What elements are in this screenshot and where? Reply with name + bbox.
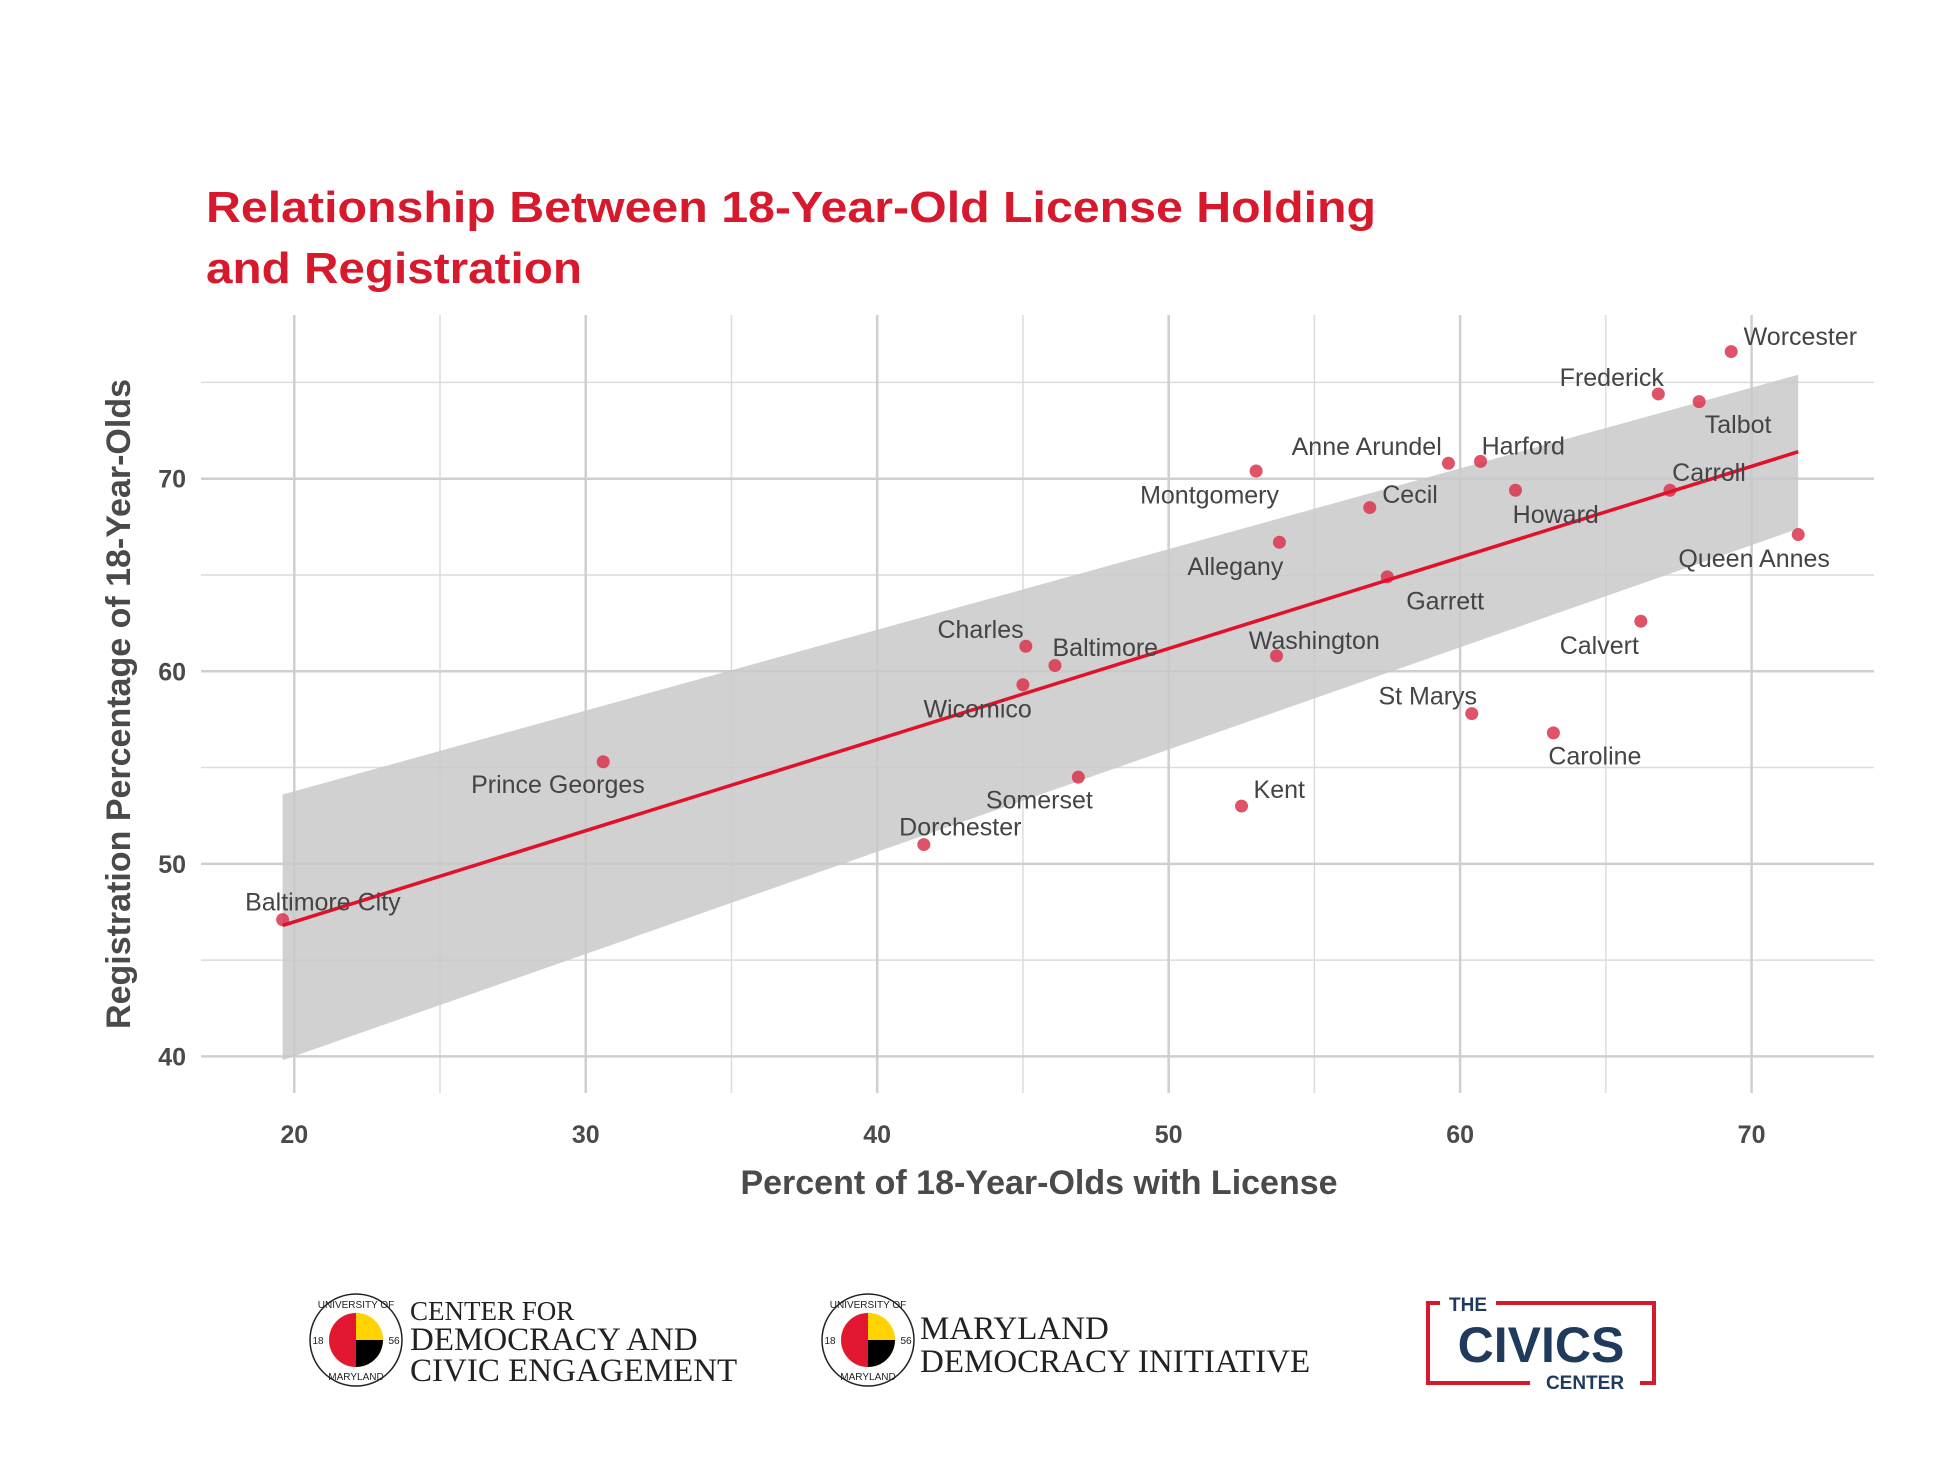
- point: [1509, 483, 1522, 497]
- point-label: Talbot: [1705, 411, 1772, 439]
- y-tick-label: 40: [158, 1043, 186, 1071]
- point-label: Charles: [937, 616, 1023, 644]
- seal-text: 56: [900, 1336, 912, 1347]
- x-tick-label: 30: [572, 1121, 600, 1149]
- point: [1270, 649, 1283, 663]
- point-label: Queen Annes: [1678, 545, 1830, 573]
- logo-text: CIVICS: [1458, 1317, 1625, 1373]
- x-tick-label: 40: [863, 1121, 891, 1149]
- logo-text: CIVIC ENGAGEMENT: [410, 1353, 737, 1389]
- seal-text: 18: [824, 1336, 836, 1347]
- seal-quadrant: [841, 1313, 868, 1340]
- point-label: Prince Georges: [471, 771, 645, 799]
- point: [1724, 345, 1738, 359]
- seal-quadrant: [329, 1340, 356, 1367]
- point-label: Allegany: [1187, 553, 1283, 581]
- point-label: Dorchester: [899, 813, 1021, 841]
- point: [1048, 658, 1062, 672]
- point-label: Howard: [1513, 501, 1599, 529]
- seal-text: UNIVERSITY OF: [318, 1300, 395, 1311]
- seal-text: MARYLAND: [840, 1372, 895, 1383]
- point-label: Baltimore City: [245, 888, 401, 916]
- plot-area: 20 30 40 50 60 70 40 50 60 70 Baltimore City Prince…: [158, 315, 1874, 1149]
- point: [1465, 707, 1479, 721]
- seal-quadrant: [868, 1313, 895, 1340]
- seal-quadrant: [841, 1340, 868, 1367]
- x-tick-label: 20: [280, 1121, 308, 1149]
- point-label: Wicomico: [923, 695, 1031, 723]
- x-tick-label: 50: [1155, 1121, 1183, 1149]
- point-label: Anne Arundel: [1292, 433, 1442, 461]
- seal-text: 18: [312, 1336, 324, 1347]
- point-label: Harford: [1482, 433, 1565, 461]
- point: [1791, 528, 1805, 542]
- y-tick-label: 50: [158, 851, 186, 879]
- y-tick-label: 60: [158, 658, 186, 686]
- point: [596, 755, 610, 769]
- frame-gap: [1530, 1375, 1640, 1391]
- trend-line: [282, 450, 1799, 928]
- point-label: St Marys: [1378, 682, 1477, 710]
- point: [1272, 535, 1286, 549]
- seal-quadrant: [329, 1313, 356, 1340]
- seal-quadrant: [356, 1340, 383, 1367]
- point-label: Frederick: [1560, 364, 1665, 392]
- logos: CENTER FOR DEMOCRACY AND CIVIC ENGAGEMEN…: [309, 1293, 1656, 1394]
- x-tick-label: 70: [1738, 1121, 1766, 1149]
- seal: UNIVERSITY OF MARYLAND 18 56: [309, 1293, 403, 1387]
- point: [1019, 639, 1033, 653]
- point-label: Calvert: [1560, 632, 1639, 660]
- point-label: Carroll: [1672, 459, 1746, 487]
- point-label: Washington: [1249, 627, 1380, 655]
- point-label: Somerset: [986, 787, 1093, 815]
- chart-title: and Registration: [206, 244, 582, 293]
- seal: UNIVERSITY OF MARYLAND 18 56: [821, 1293, 915, 1387]
- point-label: Garrett: [1406, 588, 1484, 616]
- y-axis-title: Registration Percentage of 18-Year-Olds: [100, 379, 138, 1029]
- seal-text: UNIVERSITY OF: [830, 1300, 907, 1311]
- point: [1235, 799, 1249, 813]
- point: [917, 838, 931, 852]
- point-label: Worcester: [1744, 323, 1857, 351]
- point-label: Montgomery: [1140, 482, 1279, 510]
- logo-text: CENTER: [1546, 1373, 1624, 1394]
- seal-quadrant: [868, 1340, 895, 1367]
- chart-title: Relationship Between 18-Year-Old License…: [206, 183, 1376, 232]
- confidence-band: [282, 374, 1799, 1061]
- seal-text: 56: [388, 1336, 400, 1347]
- frame-gap: [1440, 1296, 1496, 1312]
- y-tick-label: 70: [158, 466, 186, 494]
- logo-text: DEMOCRACY INITIATIVE: [920, 1344, 1310, 1380]
- point: [1474, 454, 1488, 468]
- point: [1692, 395, 1706, 409]
- point: [1071, 770, 1085, 784]
- civics-frame: [1426, 1301, 1656, 1385]
- point: [1634, 614, 1648, 628]
- x-axis-title: Percent of 18-Year-Olds with License: [740, 1164, 1337, 1202]
- logo-text: CENTER FOR: [410, 1296, 574, 1326]
- point: [1546, 726, 1560, 740]
- point: [1363, 501, 1377, 515]
- point-label: Kent: [1254, 776, 1305, 804]
- point: [1016, 678, 1030, 692]
- point: [1249, 464, 1263, 478]
- logo-text: DEMOCRACY AND: [410, 1322, 698, 1358]
- point: [1441, 456, 1455, 470]
- point-label: Cecil: [1382, 481, 1438, 509]
- point-label: Caroline: [1548, 742, 1641, 770]
- point-label: Baltimore: [1053, 634, 1159, 662]
- logo-text: THE: [1449, 1295, 1487, 1316]
- point: [1651, 387, 1665, 401]
- x-tick-label: 60: [1446, 1121, 1474, 1149]
- logo-text: MARYLAND: [920, 1311, 1109, 1347]
- seal-quadrant: [356, 1313, 383, 1340]
- seal-text: MARYLAND: [328, 1372, 383, 1383]
